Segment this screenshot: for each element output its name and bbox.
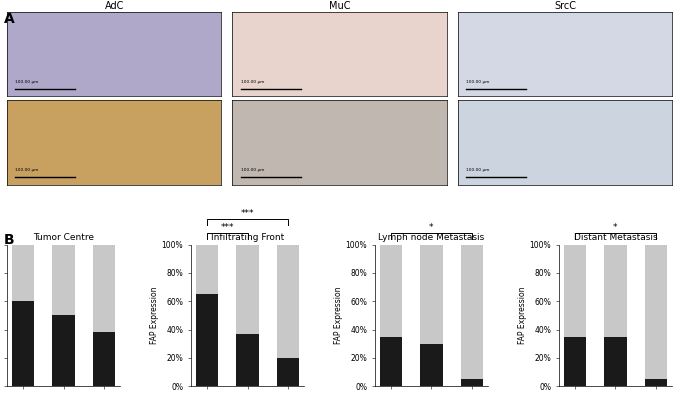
- Title: AdC: AdC: [105, 1, 124, 11]
- Text: 100.00 μm: 100.00 μm: [16, 80, 39, 84]
- Text: 100.00 μm: 100.00 μm: [16, 168, 39, 172]
- Bar: [277, 358, 299, 386]
- Y-axis label: FAP Expression: FAP Expression: [517, 286, 527, 344]
- Title: Infiltrating Front: Infiltrating Front: [211, 233, 284, 242]
- Text: 100.00 μm: 100.00 μm: [241, 168, 264, 172]
- Bar: [12, 245, 34, 301]
- Bar: [461, 379, 483, 386]
- Bar: [604, 336, 627, 386]
- Y-axis label: H&E: H&E: [0, 45, 3, 63]
- Title: Lymph node Metastasis: Lymph node Metastasis: [378, 233, 485, 242]
- Bar: [93, 245, 115, 332]
- Bar: [564, 336, 586, 386]
- Bar: [380, 336, 402, 386]
- Text: *: *: [429, 223, 434, 232]
- Text: *: *: [613, 223, 618, 232]
- Y-axis label: FAP Expression: FAP Expression: [333, 286, 343, 344]
- Text: 100.00 μm: 100.00 μm: [241, 80, 264, 84]
- Text: B: B: [3, 233, 14, 247]
- Bar: [236, 245, 259, 334]
- Bar: [604, 245, 627, 336]
- Bar: [645, 379, 667, 386]
- Bar: [236, 334, 259, 386]
- Bar: [52, 315, 75, 386]
- Bar: [12, 301, 34, 386]
- Text: ***: ***: [221, 223, 234, 232]
- Text: 100.00 μm: 100.00 μm: [466, 80, 490, 84]
- Text: 100.00 μm: 100.00 μm: [466, 168, 490, 172]
- Bar: [420, 245, 443, 344]
- Bar: [52, 245, 75, 315]
- Bar: [564, 245, 586, 336]
- Title: SrcC: SrcC: [554, 1, 576, 11]
- Y-axis label: FAP Expression: FAP Expression: [149, 286, 159, 344]
- Bar: [196, 294, 218, 386]
- Bar: [420, 344, 443, 386]
- Bar: [277, 245, 299, 358]
- Text: ***: ***: [241, 209, 254, 218]
- Bar: [380, 245, 402, 336]
- Bar: [645, 245, 667, 379]
- Bar: [461, 245, 483, 379]
- Bar: [93, 332, 115, 386]
- Title: MuC: MuC: [329, 1, 350, 11]
- Bar: [196, 245, 218, 294]
- Y-axis label: FAP: FAP: [0, 135, 3, 150]
- Title: Distant Metastasis: Distant Metastasis: [574, 233, 657, 242]
- Title: Tumor Centre: Tumor Centre: [33, 233, 94, 242]
- Text: A: A: [3, 12, 14, 26]
